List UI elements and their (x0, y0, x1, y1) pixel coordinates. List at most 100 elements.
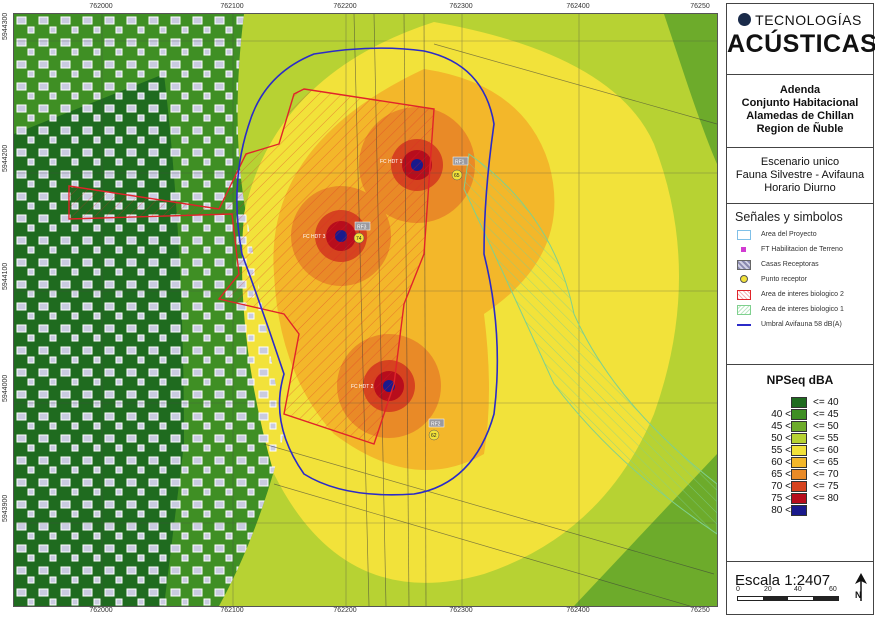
project-area-swatch (737, 230, 751, 240)
x-tick-bottom: 76250 (690, 607, 710, 614)
title-line: Adenda (779, 84, 821, 96)
legend-item-area2: Area de interes biologico 2 (727, 288, 873, 303)
x-tick-top: 762100 (220, 3, 244, 10)
npseq-row: 45 < <= 50 (771, 421, 839, 432)
biological-area-2 (68, 88, 435, 445)
x-tick-top: 762000 (89, 3, 113, 10)
symbols-legend-box: Señales y simbolos Area del Proyecto FT … (727, 204, 873, 365)
logo-line1: TECNOLOGÍAS (755, 12, 862, 28)
title-line: Region de Ñuble (756, 123, 844, 135)
scenario-box: Escenario unico Fauna Silvestre - Avifau… (727, 148, 873, 204)
npseq-swatch (791, 409, 807, 420)
scale-tick: 20 (764, 586, 772, 593)
area2-swatch (737, 290, 751, 300)
npseq-swatch (791, 433, 807, 444)
x-tick-bottom: 762400 (566, 607, 590, 614)
source-point-swatch (741, 247, 746, 252)
scale-label: Escala 1:2407 (735, 572, 831, 589)
title-box: Adenda Conjunto Habitacional Alamedas de… (727, 75, 873, 148)
umbral-line-swatch (737, 324, 751, 326)
npseq-swatch (791, 505, 807, 516)
npseq-title: NPSeq dBA (766, 373, 834, 387)
x-tick-bottom: 762300 (449, 607, 473, 614)
npseq-row: 60 < <= 65 (771, 457, 839, 468)
y-tick-left: 5943900 (2, 494, 9, 522)
scale-tick: 0 (736, 586, 740, 593)
houses-swatch (737, 260, 751, 270)
legend-label: FT Habilitacion de Terreno (761, 246, 843, 253)
legend-item-project-area: Area del Proyecto (727, 228, 873, 243)
noise-contour-svg: FC HDT 1 FC HDT 3 FC HDT 2 RF1 65 RF3 74… (14, 14, 717, 606)
legend-item-area1: Area de interes biologico 1 (727, 303, 873, 318)
legend-label: Area del Proyecto (761, 231, 817, 238)
x-tick-top: 76250 (690, 3, 710, 10)
receptor-rf1: RF1 65 (451, 156, 469, 181)
source-label-1: FC HDT 1 (380, 159, 403, 165)
npseq-legend-box: NPSeq dBA <= 40 40 < <= 45 45 < <= 50 50 <… (727, 365, 873, 562)
npseq-swatch (791, 397, 807, 408)
y-tick-left: 5944200 (2, 144, 9, 172)
scale-tick: 40 (794, 586, 802, 593)
receptor-houses (14, 14, 284, 606)
source-label-2: FC HDT 2 (351, 384, 374, 390)
npseq-row: 65 < <= 70 (771, 469, 839, 480)
x-tick-top: 762300 (449, 3, 473, 10)
receptor-point-swatch (740, 275, 748, 283)
band-45-50-ne (664, 14, 717, 164)
npseq-row: 80 < (727, 505, 873, 517)
legend-item-ft-habilitacion: FT Habilitacion de Terreno (727, 243, 873, 258)
noise-contour-map: FC HDT 1 FC HDT 3 FC HDT 2 RF1 65 RF3 74… (13, 13, 718, 607)
logo-circle-icon (738, 13, 752, 26)
x-tick-bottom: 762100 (220, 607, 244, 614)
npseq-swatch (791, 481, 807, 492)
avifauna-threshold-line (236, 47, 499, 496)
scale-tick: 60 (829, 586, 837, 593)
x-tick-bottom: 762000 (89, 607, 113, 614)
npseq-swatch (791, 457, 807, 468)
area1-swatch (737, 305, 751, 315)
npseq-row: 75 < <= 80 (771, 493, 839, 504)
scale-bar (737, 596, 839, 601)
scenario-line: Fauna Silvestre - Avifauna (735, 169, 865, 181)
title-line: Alamedas de Chillan (746, 110, 854, 122)
legend-label: Area de interes biologico 2 (761, 291, 844, 298)
npseq-row: <= 40 (727, 397, 873, 409)
receptor-rf2: RF2 62 (428, 418, 445, 441)
logo-box: TECNOLOGÍAS ACÚSTICAS (727, 4, 875, 75)
source-label-3: FC HDT 3 (303, 234, 326, 240)
scale-box: Escala 1:2407 0 20 40 60 N (727, 562, 873, 614)
logo-top-line: TECNOLOGÍAS (727, 12, 873, 28)
legend-label: Area de interes biologico 1 (761, 306, 844, 313)
receptor-value: 65 (454, 173, 460, 179)
receptor-rf3: RF3 74 (353, 221, 371, 244)
npseq-row: 50 < <= 55 (771, 433, 839, 444)
legend-item-receptor: Punto receptor (727, 273, 873, 288)
scenario-line: Horario Diurno (764, 182, 836, 194)
receptor-value: 74 (356, 236, 362, 242)
x-tick-bottom: 762200 (333, 607, 357, 614)
npseq-swatch (791, 493, 807, 504)
north-label: N (855, 590, 862, 600)
receptor-tag: RF1 (455, 160, 465, 166)
npseq-swatch (791, 445, 807, 456)
receptor-value: 62 (431, 433, 437, 439)
y-tick-left: 5944100 (2, 262, 9, 290)
receptor-tag: RF2 (431, 422, 441, 428)
north-arrow-icon: N (855, 573, 867, 601)
legend-label: Punto receptor (761, 276, 807, 283)
logo-line2: ACÚSTICAS (727, 30, 875, 58)
symbols-legend-title: Señales y simbolos (735, 210, 843, 224)
receptor-tag: RF3 (357, 225, 367, 231)
legend-item-casas: Casas Receptoras (727, 258, 873, 273)
y-tick-left: 5944300 (2, 12, 9, 40)
y-tick-left: 5944000 (2, 374, 9, 402)
npseq-row: 55 < <= 60 (771, 445, 839, 456)
map-sidebar: TECNOLOGÍAS ACÚSTICAS Adenda Conjunto Ha… (726, 3, 875, 615)
legend-label: Umbral Avifauna 58 dB(A) (761, 321, 842, 328)
scenario-line: Escenario unico (760, 156, 840, 168)
x-tick-top: 762200 (333, 3, 357, 10)
npseq-swatch (791, 469, 807, 480)
npseq-row: 70 < <= 75 (771, 481, 839, 492)
npseq-swatch (791, 421, 807, 432)
